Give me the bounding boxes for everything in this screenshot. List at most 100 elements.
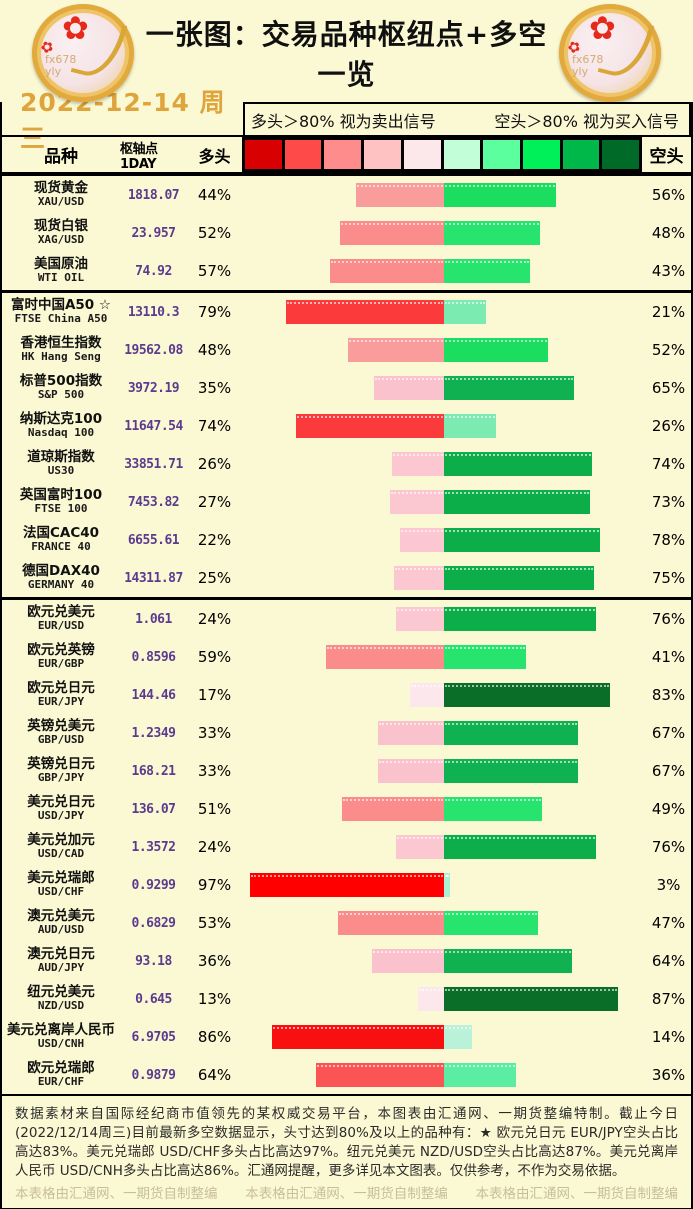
long-bar (250, 873, 444, 897)
pivot-value: 0.9879 (131, 1067, 176, 1083)
long-bar (330, 259, 444, 283)
long-percent: 25% (197, 569, 232, 587)
pivot-value: 19562.08 (124, 342, 183, 358)
pivot-value: 6.9705 (131, 1029, 176, 1045)
long-bar (390, 490, 444, 514)
sentiment-bar (242, 1063, 646, 1087)
instrument-name-cn: 澳元兑美元 (27, 908, 95, 925)
instrument-name: 美国原油 WTI OIL (2, 257, 120, 285)
table-row: 美元兑瑞郎 USD/CHF 0.9299 97% 3% (2, 866, 691, 904)
short-bar (444, 528, 600, 552)
page-title: 一张图：交易品种枢纽点+多空一览 (145, 18, 548, 91)
watermark-text: 本表格由汇通网、一期货自制整编 (15, 1185, 218, 1202)
instrument-name-cn: 香港恒生指数 (20, 335, 102, 352)
table-row: 富时中国A50 ☆ FTSE China A50 13110.3 79% 21% (2, 290, 691, 331)
instrument-name-cn: 英镑兑美元 (27, 718, 95, 735)
instrument-name-cn: 法国CAC40 (22, 525, 100, 542)
instrument-name: 英镑兑美元 GBP/USD (2, 718, 120, 747)
coin-watermark: fx678 yly (45, 52, 77, 78)
long-bar (348, 338, 444, 362)
instrument-name-en: GBP/JPY (37, 771, 85, 785)
instrument-name-en: USD/JPY (37, 809, 85, 823)
long-bar (296, 414, 444, 438)
instrument-name-cn: 现货黄金 (34, 180, 88, 197)
scale-swatch-0 (245, 140, 282, 169)
sentiment-bar (242, 911, 646, 935)
instrument-name: 富时中国A50 ☆ FTSE China A50 (2, 298, 120, 326)
long-percent: 64% (197, 1066, 232, 1084)
table-row: 法国CAC40 FRANCE 40 6655.61 22% 78% (2, 521, 691, 559)
long-percent: 13% (197, 990, 232, 1008)
instrument-name-cn: 纳斯达克100 (19, 411, 103, 428)
long-bar (272, 1025, 444, 1049)
pivot-value: 6655.61 (127, 532, 180, 548)
table-row: 美元兑日元 USD/JPY 136.07 51% 49% (2, 790, 691, 828)
instrument-name-en: EUR/USD (37, 619, 85, 633)
scale-swatch-3 (364, 140, 401, 169)
column-header-pivot: 枢轴点1DAY (120, 141, 158, 172)
instrument-name: 欧元兑瑞郎 EUR/CHF (2, 1061, 120, 1089)
long-bar (400, 528, 444, 552)
sentiment-bar (242, 721, 646, 745)
pivot-value: 168.21 (131, 763, 176, 779)
instrument-name-en: XAU/USD (37, 195, 85, 209)
long-percent: 86% (197, 1028, 232, 1046)
pivot-value: 11647.54 (124, 418, 183, 434)
short-percent: 74% (651, 455, 686, 473)
instrument-name-en: FRANCE 40 (31, 540, 91, 554)
short-percent: 56% (651, 186, 686, 204)
instrument-name: 英镑兑日元 GBP/JPY (2, 756, 120, 785)
short-bar (444, 300, 486, 324)
scale-swatch-8 (562, 140, 600, 169)
instrument-name-cn: 英镑兑日元 (27, 756, 95, 773)
long-bar (342, 797, 444, 821)
watermark-text: 本表格由汇通网、一期货自制整编 (475, 1185, 679, 1202)
pivot-value: 1.2349 (131, 725, 176, 741)
long-bar (338, 911, 444, 935)
instrument-name: 现货黄金 XAU/USD (2, 180, 120, 209)
column-header-short: 空头 (649, 147, 684, 167)
content-box: 2022-12-14 周三 多头＞80% 视为卖出信号 空头＞80% 视为买入信… (0, 88, 693, 1208)
long-percent: 24% (197, 838, 232, 856)
table-row: 澳元兑美元 AUD/USD 0.6829 53% 47% (2, 904, 691, 942)
table-row: 美国原油 WTI OIL 74.92 57% 43% (2, 252, 691, 290)
table-row: 纳斯达克100 Nasdaq 100 11647.54 74% 26% (2, 407, 691, 445)
sentiment-bar (242, 645, 646, 669)
sentiment-bar (242, 683, 646, 707)
short-bar (444, 1063, 516, 1087)
column-header-instrument: 品种 (44, 147, 78, 167)
short-percent: 52% (651, 341, 686, 359)
instrument-name: 美元兑离岸人民币 USD/CNH (2, 1022, 120, 1051)
short-percent: 21% (651, 303, 686, 321)
sentiment-bar (242, 873, 646, 897)
pivot-value: 13110.3 (127, 304, 180, 320)
sentiment-bar (242, 221, 646, 245)
short-percent: 65% (651, 379, 686, 397)
long-bar (356, 183, 444, 207)
instruments-table: 现货黄金 XAU/USD 1818.07 44% 56% 现货白银 XAG/USD 23.95… (2, 176, 691, 1094)
sentiment-bar (242, 607, 646, 631)
short-bar (444, 949, 572, 973)
instrument-name-en: HK Hang Seng (21, 350, 101, 364)
sentiment-bar (242, 987, 646, 1011)
instrument-name-en: EUR/JPY (37, 695, 85, 709)
short-bar (444, 645, 526, 669)
long-bar (378, 759, 444, 783)
table-row: 英镑兑日元 GBP/JPY 168.21 33% 67% (2, 752, 691, 790)
instrument-name-cn: 美元兑离岸人民币 (7, 1022, 115, 1039)
instrument-name: 现货白银 XAG/USD (2, 219, 120, 247)
pivot-value: 0.8596 (131, 649, 176, 665)
short-bar (444, 835, 596, 859)
table-row: 英国富时100 FTSE 100 7453.82 27% 73% (2, 483, 691, 521)
short-bar (444, 721, 578, 745)
sentiment-bar (242, 490, 646, 514)
table-row: 美元兑离岸人民币 USD/CNH 6.9705 86% 14% (2, 1018, 691, 1056)
pivot-value: 1.061 (135, 611, 172, 627)
instrument-name-cn: 欧元兑日元 (27, 680, 95, 697)
long-percent: 57% (197, 262, 232, 280)
pivot-value: 3972.19 (127, 380, 180, 396)
short-percent: 67% (651, 724, 686, 742)
pivot-value: 74.92 (135, 263, 172, 279)
table-row: 欧元兑英镑 EUR/GBP 0.8596 59% 41% (2, 638, 691, 676)
